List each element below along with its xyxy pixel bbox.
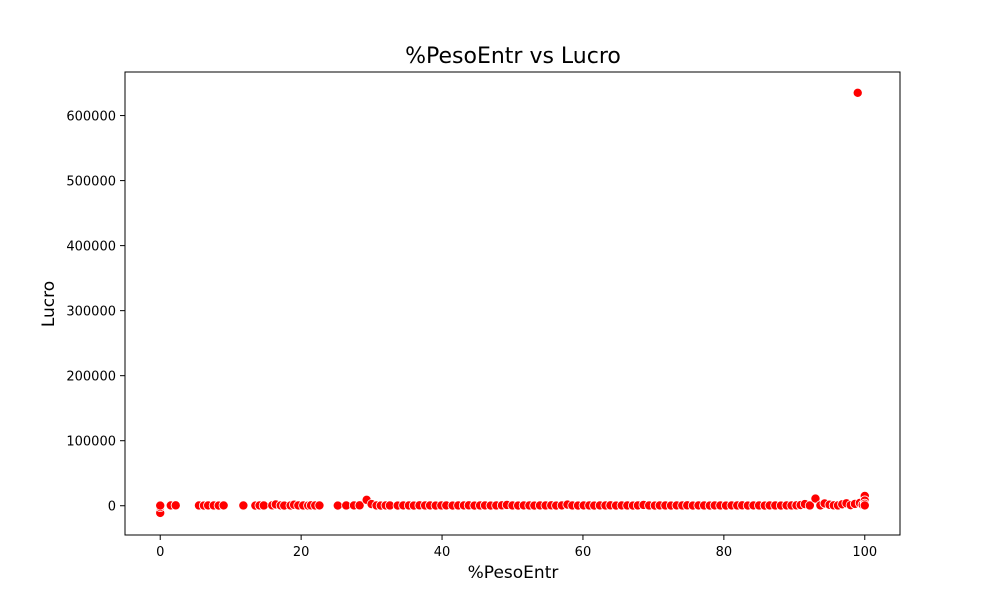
data-point <box>852 87 863 98</box>
data-point <box>258 500 269 511</box>
chart-title: %PesoEntr vs Lucro <box>405 44 621 69</box>
data-point <box>354 500 365 511</box>
x-tick-label: 100 <box>852 545 877 560</box>
data-point <box>810 493 821 504</box>
y-tick-label: 500000 <box>66 175 116 190</box>
data-point <box>218 500 229 511</box>
data-point <box>314 500 325 511</box>
y-axis-ticks: 0 100000 200000 300000 400000 500000 600000 <box>66 110 125 515</box>
x-axis-label: %PesoEntr <box>468 563 559 583</box>
y-axis-label: Lucro <box>39 281 59 327</box>
y-tick-label: 400000 <box>66 240 116 255</box>
x-tick-label: 20 <box>293 545 310 560</box>
x-axis-ticks: 0 20 40 60 80 100 <box>156 535 877 560</box>
data-point <box>804 500 815 511</box>
y-tick-label: 300000 <box>66 305 116 320</box>
y-tick-label: 200000 <box>66 370 116 385</box>
data-point <box>859 500 870 511</box>
y-tick-label: 0 <box>108 500 116 515</box>
y-tick-label: 100000 <box>66 435 116 450</box>
data-point <box>332 500 343 511</box>
y-tick-label: 600000 <box>66 110 116 125</box>
x-tick-label: 40 <box>434 545 451 560</box>
data-point <box>155 500 166 511</box>
x-tick-label: 60 <box>575 545 592 560</box>
scatter-points <box>155 87 870 518</box>
x-tick-label: 80 <box>716 545 733 560</box>
data-point <box>238 500 249 511</box>
plot-area-frame <box>124 71 901 536</box>
x-tick-label: 0 <box>156 545 164 560</box>
data-point <box>170 500 181 511</box>
